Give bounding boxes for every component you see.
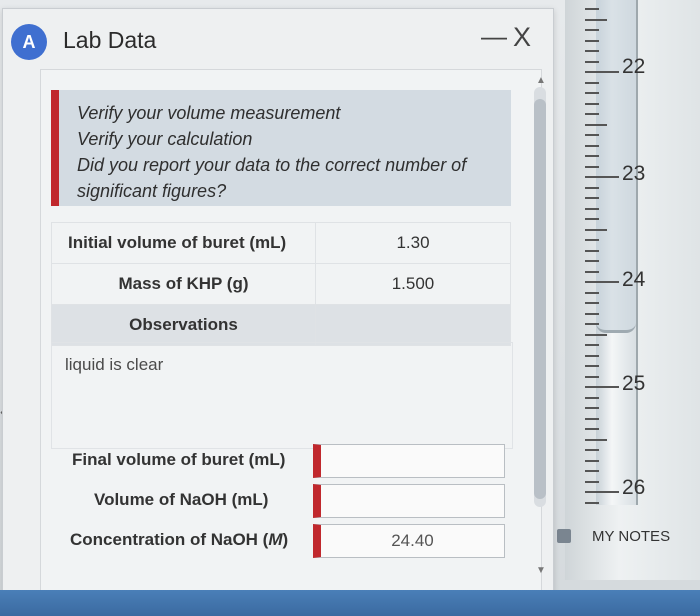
app-icon: A [11, 24, 47, 60]
buret-tick [585, 81, 599, 84]
notice-line: Verify your calculation [77, 129, 253, 149]
verification-notice: Verify your volume measurement Verify yo… [51, 90, 511, 206]
khp-mass-value: 1.500 [315, 263, 511, 305]
naoh-volume-label: Volume of NaOH (mL) [94, 490, 269, 509]
buret-tick [585, 50, 599, 52]
buret-tick [585, 281, 619, 283]
bottom-bar [0, 590, 700, 616]
buret-tick [585, 239, 599, 241]
table-row: Mass of KHP (g) 1.500 [51, 263, 511, 305]
buret-tick [585, 470, 599, 472]
notes-icon[interactable] [557, 529, 571, 543]
buret-tick [585, 491, 619, 493]
table-row: Initial volume of buret (mL) 1.30 [51, 222, 511, 264]
buret-mark-25: 25 [622, 372, 646, 395]
final-volume-input[interactable] [313, 444, 505, 478]
buret-tick [585, 8, 599, 10]
lab-data-table: Initial volume of buret (mL) 1.30 Mass o… [51, 222, 511, 346]
buret-tick [585, 186, 599, 189]
buret-tick [585, 176, 619, 178]
buret-tick [585, 438, 607, 441]
buret-tick [585, 155, 599, 157]
buret-tick [585, 39, 599, 42]
buret-tick [585, 29, 599, 31]
buret-mark-22: 22 [622, 55, 646, 78]
observations-label: Observations [51, 304, 316, 346]
window-title: Lab Data [63, 27, 157, 53]
notice-line: Verify your volume measurement [77, 103, 341, 123]
notice-line: significant figures? [77, 181, 227, 201]
buret-mark-26: 26 [622, 476, 646, 499]
buret-tick [585, 144, 599, 147]
buret-tick [585, 18, 607, 21]
buret-tick [585, 197, 599, 199]
buret-tick [585, 260, 599, 262]
buret-tick [585, 386, 619, 388]
close-button[interactable]: X [513, 22, 532, 52]
buret-tick [585, 323, 599, 325]
buret-tick [585, 102, 599, 105]
buret-tick [585, 396, 599, 399]
scroll-down-icon[interactable]: ▼ [536, 565, 546, 576]
notice-line: Did you report your data to the correct … [77, 155, 467, 175]
lab-data-panel: Verify your volume measurement Verify yo… [40, 69, 542, 591]
minimize-button[interactable]: — [481, 21, 507, 51]
initial-volume-value: 1.30 [315, 222, 511, 264]
buret-tick [585, 134, 599, 136]
concentration-input[interactable]: 24.40 [313, 524, 505, 558]
buret-tick [585, 228, 607, 231]
buret-tick [585, 113, 599, 115]
scroll-up-icon[interactable]: ▲ [536, 75, 546, 86]
buret-tick [585, 417, 599, 420]
final-volume-label: Final volume of buret (mL) [72, 450, 286, 469]
buret-tick [585, 449, 599, 451]
buret-tick [585, 365, 599, 367]
my-notes-button[interactable]: MY NOTES [592, 528, 671, 545]
buret-tick [585, 92, 599, 94]
buret-tick [585, 407, 599, 409]
buret-mark-23: 23 [622, 162, 646, 185]
buret-tick [585, 60, 599, 63]
concentration-label: Concentration of NaOH (M) [70, 530, 288, 550]
buret-tick [585, 459, 599, 462]
buret-mark-24: 24 [622, 268, 646, 291]
buret-tick [585, 71, 619, 73]
concentration-label-suffix: ) [282, 530, 289, 549]
buret-tick [585, 480, 599, 483]
observations-header-empty [315, 304, 511, 346]
observations-text: liquid is clear [65, 355, 164, 374]
buret-tick [585, 291, 599, 294]
buret-tick [585, 270, 599, 273]
title-bar[interactable]: A Lab Data — X [3, 9, 553, 67]
buret-tick [585, 218, 599, 220]
buret-tick [585, 302, 599, 304]
buret-liquid [596, 0, 636, 333]
buret-tick [585, 207, 599, 210]
buret-tick [585, 165, 599, 168]
observations-area [51, 342, 513, 449]
initial-volume-label: Initial volume of buret (mL) [51, 222, 316, 264]
naoh-volume-input[interactable] [313, 484, 505, 518]
concentration-label-text: Concentration of NaOH ( [70, 530, 269, 549]
buret-tick [585, 333, 607, 336]
lab-data-window: A Lab Data — X Verify your volume measur… [2, 8, 554, 595]
buret-tick [585, 354, 599, 357]
khp-mass-label: Mass of KHP (g) [51, 263, 316, 305]
scrollbar-thumb[interactable] [534, 99, 546, 499]
buret-tick [585, 501, 599, 504]
observations-header-row: Observations [51, 304, 511, 346]
buret-tick [585, 123, 607, 126]
buret-tick [585, 375, 599, 378]
buret-tick [585, 249, 599, 252]
buret-tick [585, 428, 599, 430]
molarity-unit: M [268, 530, 283, 549]
buret-tick [585, 344, 599, 346]
buret-tick [585, 312, 599, 315]
